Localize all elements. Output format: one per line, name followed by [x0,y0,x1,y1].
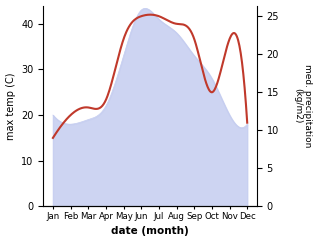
Y-axis label: max temp (C): max temp (C) [5,72,16,140]
Y-axis label: med. precipitation
(kg/m2): med. precipitation (kg/m2) [293,64,313,148]
X-axis label: date (month): date (month) [111,227,189,236]
